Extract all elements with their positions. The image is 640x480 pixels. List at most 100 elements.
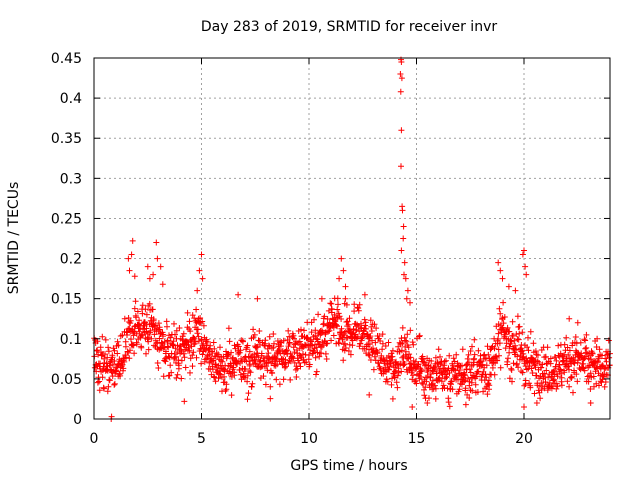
data-point	[407, 299, 413, 306]
data-point	[198, 360, 205, 367]
data-point	[525, 347, 532, 354]
data-point	[558, 370, 565, 377]
data-point	[240, 338, 246, 345]
data-point	[290, 332, 297, 339]
data-point	[294, 365, 301, 372]
data-point	[399, 207, 406, 214]
data-point	[538, 364, 545, 371]
data-point	[377, 338, 384, 344]
data-point	[153, 239, 160, 246]
data-point	[561, 341, 568, 348]
data-point	[328, 337, 335, 344]
plot-frame	[93, 57, 611, 420]
data-point	[93, 347, 100, 354]
data-point	[133, 314, 140, 321]
data-point	[606, 354, 613, 361]
data-point	[248, 383, 255, 390]
data-point	[159, 281, 166, 288]
data-point	[245, 390, 252, 397]
data-point	[338, 316, 345, 322]
data-point	[494, 357, 501, 364]
data-point	[121, 315, 128, 322]
y-axis-label: SRMTID / TECUs	[6, 182, 22, 295]
data-point	[589, 350, 596, 357]
data-point	[412, 377, 419, 384]
data-point	[362, 325, 369, 332]
data-point	[536, 360, 543, 366]
data-point	[326, 327, 333, 334]
data-point	[330, 332, 337, 339]
data-point	[435, 375, 442, 382]
data-point	[465, 351, 472, 358]
data-point	[409, 404, 416, 410]
data-point	[343, 301, 350, 308]
data-point	[150, 271, 157, 278]
data-point	[382, 343, 389, 349]
data-point	[235, 291, 242, 298]
data-point	[228, 349, 235, 356]
data-point	[480, 388, 487, 395]
data-point	[583, 344, 590, 351]
data-point	[345, 321, 352, 328]
data-point	[531, 390, 538, 397]
data-point	[590, 373, 597, 380]
data-point	[497, 364, 504, 371]
data-point	[533, 400, 540, 406]
data-point	[328, 306, 335, 313]
data-point	[115, 342, 122, 349]
data-points	[91, 56, 613, 422]
data-point	[514, 353, 521, 360]
data-point	[327, 300, 334, 307]
data-point	[557, 366, 564, 373]
data-point	[401, 259, 408, 266]
data-point	[383, 376, 390, 383]
data-point	[192, 338, 199, 345]
data-point	[512, 287, 519, 294]
data-point	[165, 353, 172, 360]
data-point	[389, 375, 395, 382]
data-point	[313, 371, 319, 378]
data-point	[566, 383, 573, 390]
data-point	[515, 364, 522, 371]
data-point	[524, 344, 531, 351]
data-point	[423, 378, 430, 385]
data-point	[200, 322, 207, 329]
data-point	[527, 384, 534, 391]
data-point	[111, 358, 118, 364]
data-point	[157, 263, 164, 270]
data-point	[167, 334, 174, 341]
data-point	[558, 382, 565, 389]
data-point	[344, 318, 351, 325]
data-point	[164, 337, 171, 344]
data-point	[124, 329, 131, 336]
data-point	[320, 342, 327, 349]
data-point	[544, 387, 551, 394]
data-point	[244, 396, 251, 403]
data-point	[446, 352, 453, 359]
data-point	[134, 308, 141, 315]
data-point	[178, 357, 185, 364]
data-point	[499, 275, 506, 282]
data-point	[491, 371, 498, 378]
data-point	[281, 364, 288, 371]
data-point	[362, 319, 369, 326]
data-point	[523, 271, 530, 278]
data-point	[438, 378, 445, 385]
data-point	[513, 360, 520, 367]
data-point	[351, 301, 358, 308]
data-point	[508, 365, 515, 372]
data-point	[366, 352, 373, 359]
data-point	[335, 301, 341, 308]
data-point	[516, 323, 523, 330]
data-point	[477, 357, 484, 364]
data-point	[131, 350, 138, 357]
data-point	[106, 377, 113, 384]
data-point	[145, 338, 152, 345]
data-point	[479, 361, 486, 368]
data-point	[398, 75, 405, 82]
data-point	[194, 330, 201, 337]
y-tick-label: 0.1	[60, 332, 82, 348]
data-point	[237, 347, 244, 354]
data-point	[519, 369, 526, 376]
data-point	[389, 395, 396, 402]
